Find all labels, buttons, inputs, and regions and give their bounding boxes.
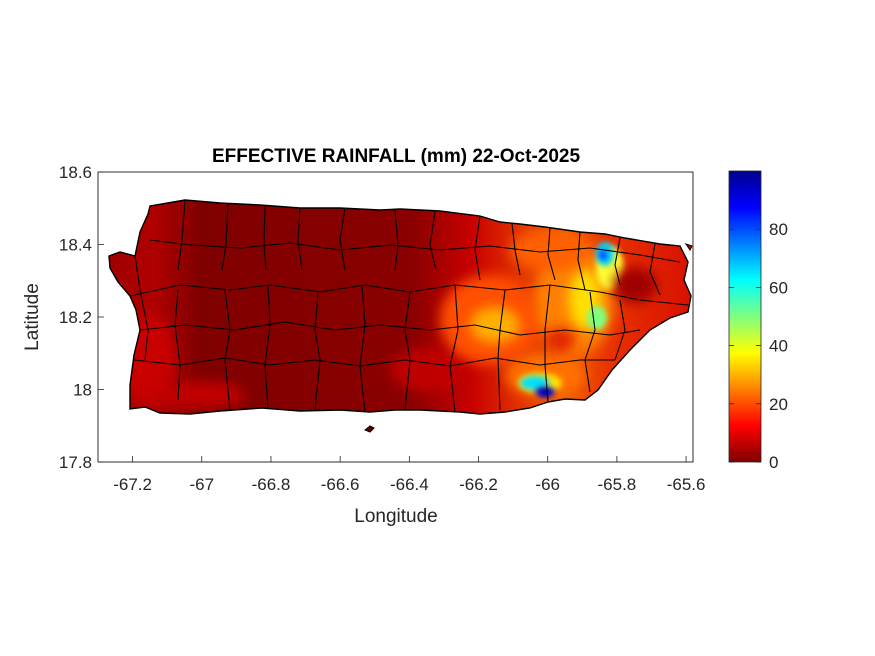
south-central-patch xyxy=(390,348,470,392)
colorbar-ticks: 0 20 40 60 80 xyxy=(729,220,788,472)
colorbar-tick-label: 20 xyxy=(769,395,788,414)
y-tick-label: 17.8 xyxy=(59,453,92,472)
central-yellow-zone xyxy=(470,307,520,343)
x-tick-label: -66.6 xyxy=(321,475,360,494)
y-tick-label: 18 xyxy=(73,381,92,400)
island-outline xyxy=(108,199,692,415)
colorbar-tick-label: 60 xyxy=(769,278,788,297)
northeast-dark-zone xyxy=(613,267,657,303)
x-axis-ticks: -67.2 -67 -66.8 -66.6 -66.4 -66.2 -66 -65.8 -65.… xyxy=(113,456,705,494)
east-islet xyxy=(684,243,693,251)
x-tick-label: -66.8 xyxy=(252,475,291,494)
colorbar-tick-label: 80 xyxy=(769,220,788,239)
y-tick-label: 18.6 xyxy=(59,163,92,182)
x-tick-label: -66 xyxy=(535,475,560,494)
colorbar xyxy=(728,170,762,463)
x-tick-label: -65.8 xyxy=(598,475,637,494)
east-green-zone xyxy=(587,306,607,330)
x-tick-label: -66.2 xyxy=(459,475,498,494)
south-west-patch xyxy=(155,381,245,409)
east-interior-red xyxy=(545,328,575,352)
southeast-cyan-zone xyxy=(520,376,550,390)
x-tick-label: -66.4 xyxy=(390,475,429,494)
chart-title: EFFECTIVE RAINFALL (mm) 22-Oct-2025 xyxy=(212,146,581,167)
y-axis-label: Latitude xyxy=(22,283,43,351)
northeast-orange-zone xyxy=(510,230,590,270)
x-tick-label: -65.6 xyxy=(667,475,706,494)
x-tick-label: -67.2 xyxy=(113,475,152,494)
colorbar-tick-label: 0 xyxy=(769,453,778,472)
x-tick-label: -67 xyxy=(189,475,214,494)
y-tick-label: 18.2 xyxy=(59,308,92,327)
x-axis-label: Longitude xyxy=(354,506,437,527)
colorbar-tick-label: 40 xyxy=(769,337,788,356)
municipality-boundaries xyxy=(129,200,689,413)
y-axis-ticks: 17.8 18 18.2 18.4 18.6 xyxy=(59,163,104,472)
y-tick-label: 18.4 xyxy=(59,236,92,255)
offshore-islet xyxy=(364,425,375,433)
northeast-blue-core xyxy=(599,250,607,260)
